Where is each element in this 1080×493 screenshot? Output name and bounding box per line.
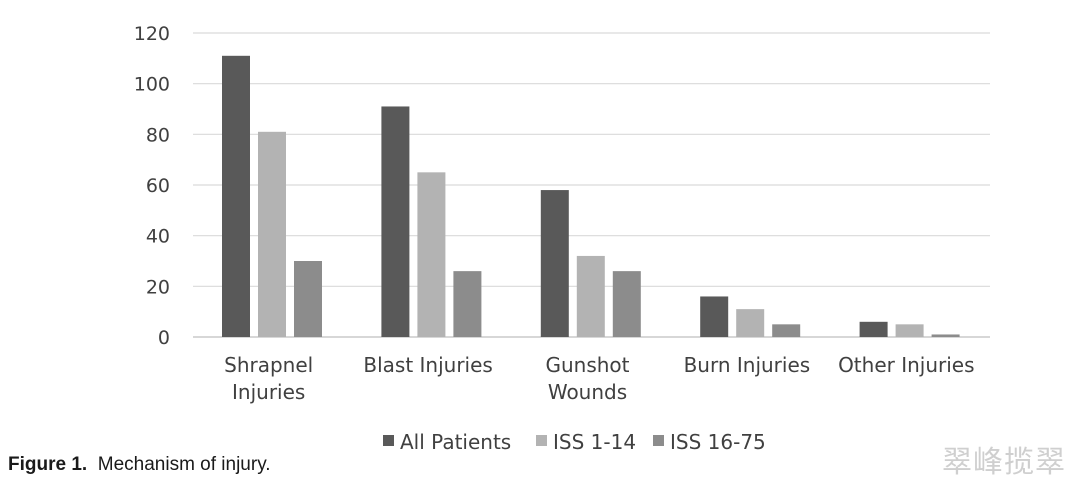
- bar: [258, 131, 286, 337]
- bar: [700, 296, 729, 337]
- x-category-label: Injuries: [232, 380, 305, 404]
- y-axis-ticks: 0 20 40 60 80 100 120: [134, 23, 170, 349]
- bar: [294, 261, 322, 337]
- x-category-label: Shrapnel: [224, 353, 313, 377]
- bar: [736, 309, 765, 337]
- bar: [931, 334, 960, 337]
- legend-label: ISS 16-75: [670, 430, 766, 454]
- figure-caption: Figure 1. Mechanism of injury.: [8, 454, 271, 476]
- caption-label: Figure 1.: [8, 454, 88, 475]
- x-category-label: Blast Injuries: [363, 353, 492, 377]
- y-tick-label: 0: [158, 327, 170, 349]
- y-tick-label: 120: [134, 23, 170, 45]
- bar: [222, 55, 250, 338]
- caption-text: Mechanism of injury.: [97, 454, 271, 475]
- bar: [895, 324, 924, 337]
- legend-swatch: [536, 435, 547, 446]
- legend-label: ISS 1-14: [553, 430, 636, 454]
- x-category-label: Burn Injuries: [684, 353, 811, 377]
- x-category-label: Other Injuries: [838, 353, 974, 377]
- legend-label: All Patients: [400, 430, 511, 454]
- x-axis-categories: Shrapnel Injuries Blast Injuries Gunshot Wou…: [224, 353, 974, 404]
- bar: [540, 190, 569, 337]
- y-tick-label: 60: [146, 175, 170, 197]
- watermark: 翠峰揽翠: [942, 445, 1066, 480]
- y-tick-label: 100: [134, 74, 170, 96]
- x-category-label: Wounds: [548, 380, 627, 404]
- x-category-label: Gunshot: [545, 353, 629, 377]
- bar: [612, 271, 641, 337]
- y-tick-label: 40: [146, 226, 170, 248]
- bar: [381, 106, 410, 337]
- bar: [417, 172, 446, 337]
- bar: [576, 255, 605, 337]
- bars: [222, 55, 960, 338]
- y-tick-label: 20: [146, 276, 170, 298]
- legend: All Patients ISS 1-14 ISS 16-75: [383, 430, 766, 454]
- y-tick-label: 80: [146, 124, 170, 146]
- bar: [453, 271, 482, 337]
- gridlines: [193, 32, 990, 338]
- legend-swatch: [383, 435, 394, 446]
- legend-swatch: [653, 435, 664, 446]
- bar: [859, 321, 888, 337]
- bar: [772, 324, 801, 337]
